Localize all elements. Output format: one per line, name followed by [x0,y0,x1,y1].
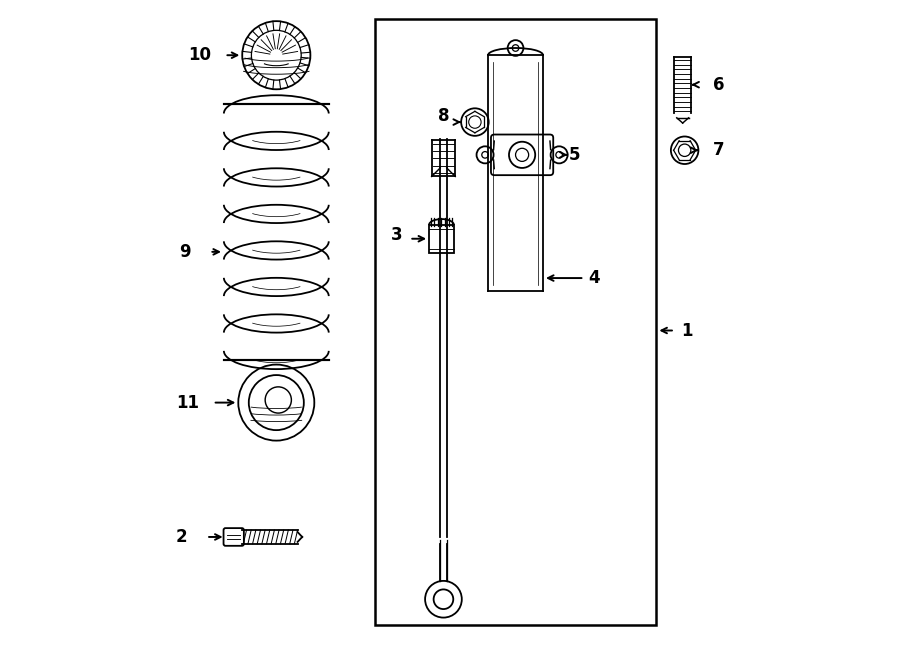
Text: 2: 2 [176,528,187,546]
Text: 9: 9 [179,243,191,261]
Text: 6: 6 [713,76,725,94]
Text: 8: 8 [437,106,449,124]
Text: 11: 11 [176,393,199,412]
Text: 3: 3 [391,227,402,245]
Text: 1: 1 [681,321,693,340]
Text: 7: 7 [713,141,725,159]
Text: 10: 10 [188,46,212,64]
Text: 5: 5 [569,146,580,164]
Text: 4: 4 [589,269,600,287]
